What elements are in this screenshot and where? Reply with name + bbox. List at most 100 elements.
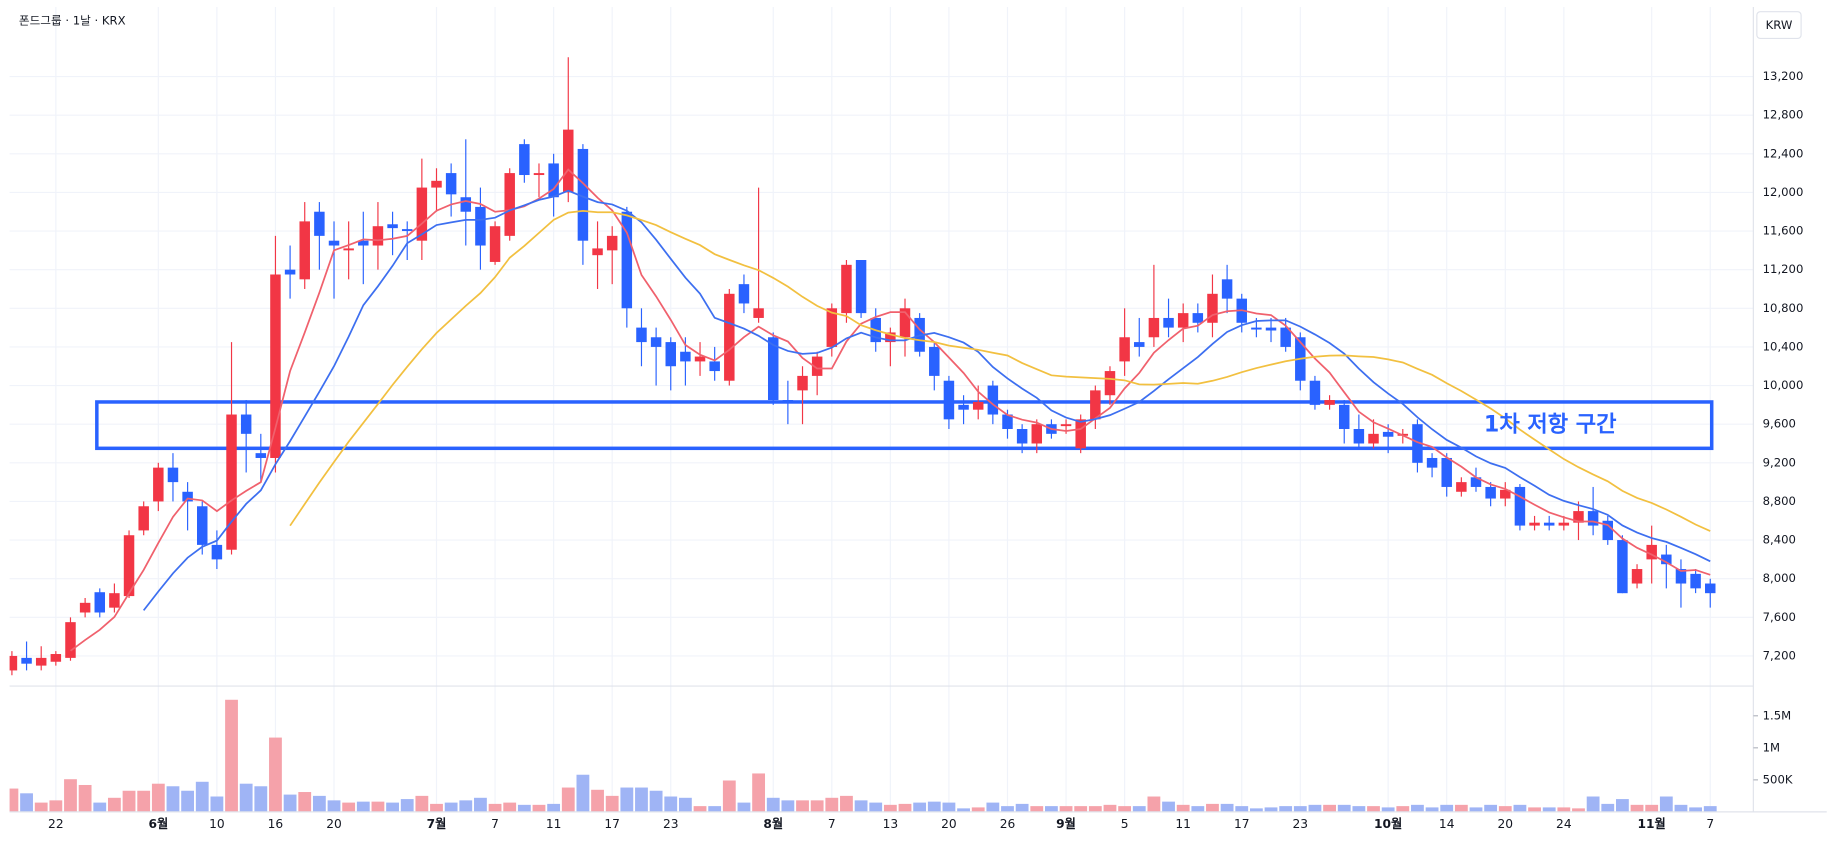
y-tick-label: 10,000 — [1763, 378, 1804, 392]
volume-bar — [122, 790, 136, 812]
volume-bar — [78, 784, 92, 812]
volume-bar — [356, 801, 370, 812]
candle-body — [1090, 390, 1101, 420]
candle-body — [1705, 583, 1716, 594]
candle-body — [680, 351, 691, 362]
volume-bar — [1293, 806, 1307, 812]
x-tick-label: 8월 — [763, 816, 783, 831]
volume-bar — [869, 802, 883, 812]
y-tick-label: 7,600 — [1763, 610, 1796, 624]
candle-body — [1470, 477, 1482, 487]
volume-bar — [854, 800, 868, 812]
volume-bar — [561, 787, 575, 812]
candle-body — [240, 414, 252, 434]
y-tick-label: 12,400 — [1763, 146, 1804, 160]
volume-bar — [957, 808, 970, 812]
candle-body — [358, 240, 369, 246]
candle-body — [1485, 486, 1496, 499]
volume-bar — [49, 800, 63, 812]
candle-body — [972, 401, 984, 410]
volume-bar — [766, 797, 780, 812]
candle-body — [314, 211, 325, 236]
candle-body — [1558, 522, 1570, 526]
candle-body — [226, 414, 237, 550]
candle-body — [1456, 482, 1467, 492]
volume-bar — [649, 790, 663, 812]
candle-body — [1675, 569, 1687, 584]
candle-body — [782, 400, 794, 402]
volume-bar — [488, 803, 502, 812]
volume-bar — [1528, 807, 1541, 812]
volume-bar — [532, 804, 546, 812]
candle-body — [1148, 317, 1160, 338]
candle-body — [460, 197, 472, 212]
x-tick-label: 20 — [326, 817, 342, 831]
volume-bar — [1249, 808, 1263, 812]
candle-body — [94, 592, 106, 613]
y-tick-label: 10,400 — [1763, 339, 1804, 353]
volume-bar — [1703, 806, 1717, 812]
candle-body — [650, 337, 662, 347]
candle-body — [416, 187, 428, 241]
volume-bar — [298, 792, 312, 812]
x-tick-label: 10월 — [1374, 816, 1402, 831]
volume-bar — [678, 797, 692, 812]
volume-bar — [1469, 807, 1483, 812]
volume-bar — [1498, 806, 1512, 812]
x-tick-label: 9월 — [1056, 816, 1076, 831]
x-tick-label: 20 — [1497, 817, 1513, 831]
candle-body — [943, 380, 955, 420]
x-tick-label: 22 — [48, 817, 64, 831]
volume-bar — [1264, 807, 1278, 812]
candle-body — [182, 491, 193, 502]
volume-bar — [210, 796, 224, 812]
volume-bar — [635, 787, 648, 812]
candle-body — [1426, 457, 1438, 468]
candle-body — [811, 356, 823, 376]
y-tick-label: 7,200 — [1763, 648, 1796, 662]
candle-body — [79, 602, 91, 613]
volume-bar — [1381, 807, 1395, 812]
currency-label[interactable]: KRW — [1766, 18, 1793, 32]
currency-button[interactable] — [1756, 11, 1802, 40]
candle-body — [153, 467, 164, 502]
volume-bar — [1615, 799, 1629, 812]
volume-bar — [34, 802, 48, 812]
candle-body — [1617, 540, 1628, 594]
volume-bar — [1323, 804, 1336, 812]
volume-bar — [1308, 804, 1322, 812]
volume-bar — [591, 789, 604, 812]
volume-bar — [547, 803, 561, 812]
volume-bar — [1206, 803, 1219, 812]
candle-body — [138, 506, 149, 531]
volume-bar — [1630, 804, 1644, 812]
volume-bar — [752, 773, 766, 812]
volume-bar — [342, 802, 356, 812]
x-tick-label: 10 — [209, 817, 225, 831]
volume-bar — [503, 802, 517, 812]
candle-body — [431, 180, 442, 188]
candle-body — [899, 308, 911, 338]
price-pane: 1차 저항 구간 — [9, 57, 1716, 676]
x-tick-label: 11월 — [1638, 816, 1666, 831]
candle-body — [577, 148, 589, 241]
volume-bar — [796, 800, 809, 812]
moving-average — [142, 189, 1711, 611]
resistance-zone — [95, 400, 1714, 451]
candle-body — [1353, 429, 1365, 444]
candle-body — [519, 144, 530, 176]
candle-body — [1265, 327, 1277, 331]
candle-body — [636, 327, 647, 343]
candle-body — [1163, 317, 1174, 328]
candle-body — [1514, 486, 1526, 526]
volume-bar — [1513, 804, 1527, 812]
volume-bar — [1001, 806, 1014, 812]
volume-bar — [459, 800, 473, 812]
candle-body — [563, 129, 574, 193]
x-tick-label: 7월 — [427, 816, 447, 831]
volume-bar — [1220, 803, 1234, 812]
volume-bar — [1484, 804, 1498, 812]
volume-bar — [371, 801, 385, 812]
y-tick-label: 11,600 — [1763, 224, 1804, 238]
